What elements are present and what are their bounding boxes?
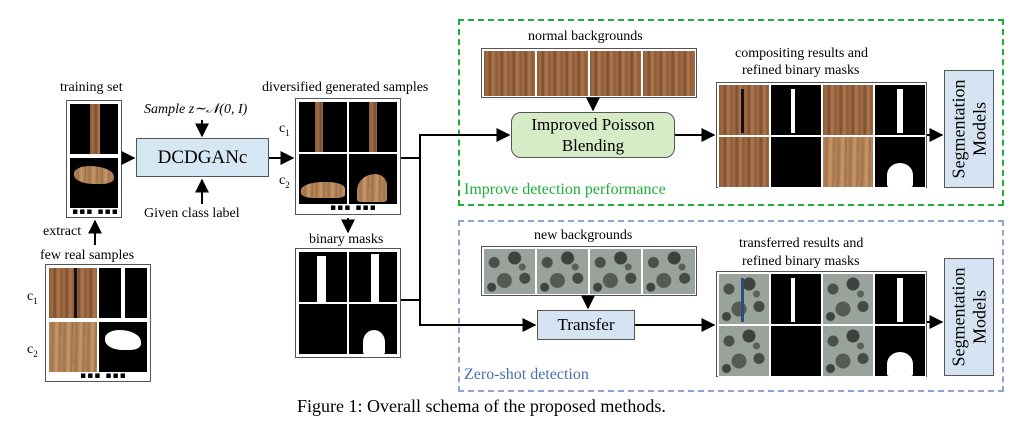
sample-z-label: Sample z∼𝒩(0, I) <box>144 102 248 117</box>
generated-samples-image: ▪▪▪ ▪▪▪ <box>295 98 401 215</box>
compositing-results-label-line1: compositing results and <box>735 46 868 61</box>
dcdganc-label: DCDGANc <box>157 146 248 168</box>
training-set-dots: ▪▪▪ ▪▪▪ <box>72 207 119 217</box>
compositing-results-label-line2: refined binary masks <box>742 63 860 78</box>
improved-poisson-blending-line2: Blending <box>561 136 625 155</box>
transferred-results-label-line1: transferred results and <box>739 236 864 251</box>
compositing-results-image <box>716 82 927 188</box>
training-set-image: ▪▪▪ ▪▪▪ <box>66 100 122 218</box>
improve-detection-region <box>458 19 1004 206</box>
c2-label-left: c2 <box>27 342 38 359</box>
binary-masks-label: binary masks <box>309 232 384 247</box>
new-backgrounds-image <box>481 246 697 296</box>
segmentation-models-box-top: Segmentation Models <box>944 70 994 188</box>
new-backgrounds-label: new backgrounds <box>534 228 633 243</box>
c2-label-mid: c2 <box>279 173 290 190</box>
segmentation-models-box-bottom: Segmentation Models <box>944 258 994 376</box>
few-real-samples-image: ▪▪▪ ▪▪▪ <box>45 264 151 382</box>
binary-masks-image <box>295 248 401 358</box>
arrow-to-poisson <box>401 128 511 159</box>
training-set-label: training set <box>60 80 123 95</box>
transfer-box: Transfer <box>537 310 635 340</box>
given-class-label: Given class label <box>144 206 240 221</box>
transfer-label: Transfer <box>557 315 615 334</box>
c1-label-left: c1 <box>27 289 38 306</box>
normal-backgrounds-label: normal backgrounds <box>528 29 643 44</box>
generated-samples-dots: ▪▪▪ ▪▪▪ <box>330 203 377 213</box>
improve-detection-performance-label: Improve detection performance <box>464 181 666 198</box>
c1-label-mid: c1 <box>279 121 290 138</box>
extract-label: extract <box>43 224 82 239</box>
few-real-samples-dots: ▪▪▪ ▪▪▪ <box>80 371 127 381</box>
transferred-results-image <box>716 271 927 377</box>
dcdganc-box: DCDGANc <box>136 138 269 177</box>
arrow-to-transfer <box>419 158 537 332</box>
improved-poisson-blending-box: Improved Poisson Blending <box>511 112 675 158</box>
diversified-generated-samples-label: diversified generated samples <box>262 80 429 95</box>
zero-shot-region <box>458 220 1004 392</box>
transferred-results-label-line2: refined binary masks <box>742 254 860 269</box>
improved-poisson-blending-line1: Improved Poisson <box>531 114 655 134</box>
figure-caption: Figure 1: Overall schema of the proposed… <box>297 396 666 416</box>
few-real-samples-label: few real samples <box>40 248 135 263</box>
zero-shot-detection-label: Zero-shot detection <box>464 366 589 383</box>
